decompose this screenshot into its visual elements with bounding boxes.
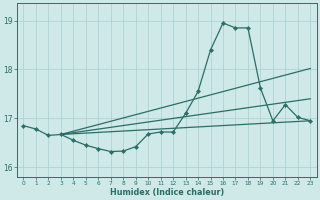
X-axis label: Humidex (Indice chaleur): Humidex (Indice chaleur) [110,188,224,197]
